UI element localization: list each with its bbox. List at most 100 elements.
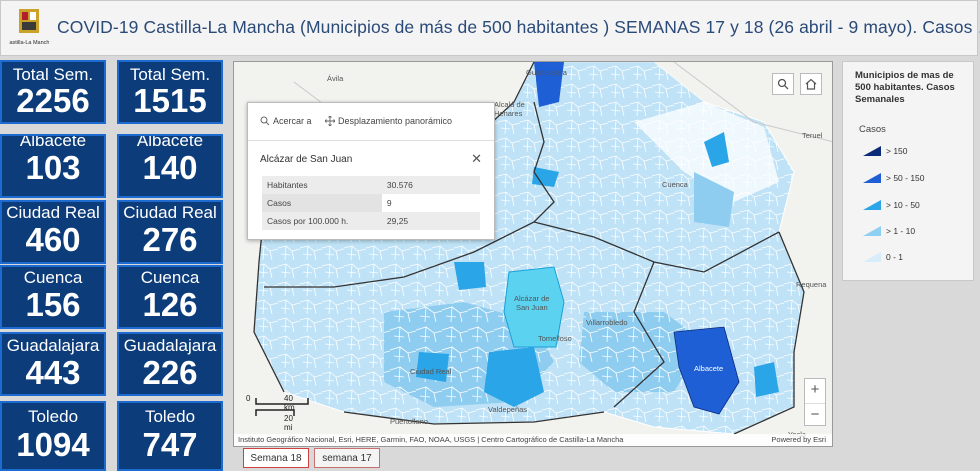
legend-item-label: > 1 - 10 bbox=[886, 226, 916, 236]
card-label: Cuenca bbox=[140, 268, 200, 287]
card-label: Guadalajara bbox=[123, 336, 217, 355]
card-label: Cuenca bbox=[23, 268, 83, 287]
tab-semana-17[interactable]: semana 17 bbox=[314, 448, 380, 468]
zoom-to-action[interactable]: Acercar a bbox=[260, 116, 312, 126]
stat-card-albacete-17[interactable]: Albacete 140 bbox=[117, 134, 223, 198]
legend-item: > 1 - 10 bbox=[863, 226, 915, 236]
magnifier-icon bbox=[260, 116, 270, 126]
map-label-san-juan: San Juan bbox=[516, 303, 548, 312]
stat-card-albacete-18[interactable]: Albacete 103 bbox=[0, 134, 106, 198]
scale-zero: 0 bbox=[246, 394, 251, 403]
attr-key: Casos bbox=[262, 194, 382, 212]
card-value: 443 bbox=[25, 354, 81, 391]
legend-item: > 10 - 50 bbox=[863, 200, 920, 210]
card-label: Total Sem. bbox=[129, 65, 211, 84]
popup-attributes-table: Habitantes 30.576 Casos 9 Casos por 100.00… bbox=[262, 176, 480, 230]
card-value: 460 bbox=[25, 221, 81, 258]
stat-card-total-sem-17[interactable]: Total Sem. 1515 bbox=[117, 60, 223, 124]
card-value: 140 bbox=[142, 149, 198, 186]
card-label: Ciudad Real bbox=[123, 203, 217, 222]
stat-card-total-sem-18[interactable]: Total Sem. 2256 bbox=[0, 60, 106, 124]
legend-swatch bbox=[863, 200, 881, 210]
attr-value: 9 bbox=[386, 198, 392, 208]
card-label: Ciudad Real bbox=[6, 203, 100, 222]
map-label-alcazar: Alcázar de bbox=[514, 294, 550, 303]
zoom-control: + − bbox=[804, 378, 826, 426]
card-value: 1094 bbox=[16, 426, 90, 463]
header-bar: Castilla-La Mancha COVID-19 Castilla-La … bbox=[0, 0, 980, 56]
card-value: 156 bbox=[25, 286, 81, 323]
card-label: Toledo bbox=[27, 407, 79, 426]
legend-item: > 150 bbox=[863, 146, 908, 156]
card-label: Albacete bbox=[19, 134, 87, 150]
pan-icon bbox=[325, 116, 335, 126]
stat-card-toledo-17[interactable]: Toledo 747 bbox=[117, 401, 223, 471]
card-label: Albacete bbox=[136, 134, 204, 150]
map-search-button[interactable] bbox=[772, 73, 794, 95]
table-row: Habitantes 30.576 bbox=[262, 176, 480, 194]
map-home-button[interactable] bbox=[800, 73, 822, 95]
legend-item-label: 0 - 1 bbox=[886, 252, 904, 262]
legend-item-label: > 10 - 50 bbox=[886, 200, 920, 210]
card-value: 276 bbox=[142, 221, 198, 258]
map-canvas[interactable] bbox=[234, 62, 833, 447]
popup-title: Alcázar de San Juan bbox=[260, 154, 353, 165]
zoom-to-label: Acercar a bbox=[273, 116, 312, 126]
map-label-valdepenas: Valdepeñas bbox=[488, 405, 528, 414]
table-row: Casos por 100.000 h. 29,25 bbox=[262, 212, 480, 230]
map-label-villarrobledo: Villarrobledo bbox=[586, 318, 628, 327]
legend-item: 0 - 1 bbox=[863, 252, 903, 262]
tab-semana-18[interactable]: Semana 18 bbox=[243, 448, 309, 468]
feature-popup: Acercar a Desplazamiento panorámico Alcá… bbox=[247, 102, 495, 240]
card-value: 2256 bbox=[16, 82, 90, 119]
stat-card-guadalajara-17[interactable]: Guadalajara 226 bbox=[117, 332, 223, 396]
map-label-avila: Ávila bbox=[327, 74, 344, 83]
powered-by-esri[interactable]: Powered by Esri bbox=[771, 435, 826, 444]
stat-card-cuenca-17[interactable]: Cuenca 126 bbox=[117, 265, 223, 329]
stat-card-ciudad-real-17[interactable]: Ciudad Real 276 bbox=[117, 200, 223, 264]
map-label-puertollano: Puertollano bbox=[390, 417, 428, 426]
stat-card-ciudad-real-18[interactable]: Ciudad Real 460 bbox=[0, 200, 106, 264]
map-label-alcala: Alcalá de bbox=[494, 100, 525, 109]
map-label-guadalajara: Guadalajara bbox=[526, 68, 567, 77]
map-legend: Municipios de mas de 500 habitantes. Cas… bbox=[842, 61, 974, 281]
home-icon bbox=[805, 78, 817, 90]
scale-bar-graphic bbox=[255, 398, 309, 416]
card-value: 747 bbox=[142, 426, 198, 463]
page-title: COVID-19 Castilla-La Mancha (Municipios … bbox=[57, 17, 980, 37]
choropleth-map[interactable]: Ávila Guadalajara Alcalá de Henares Teru… bbox=[233, 61, 833, 447]
map-label-albacete: Albacete bbox=[694, 364, 724, 373]
zoom-in-button[interactable]: + bbox=[805, 379, 825, 404]
pan-label: Desplazamiento panorámico bbox=[338, 116, 453, 126]
legend-item-label: > 150 bbox=[886, 146, 908, 156]
legend-swatch bbox=[863, 146, 881, 156]
card-label: Guadalajara bbox=[6, 336, 100, 355]
attr-value: 30.576 bbox=[381, 176, 480, 194]
popup-divider bbox=[248, 140, 494, 141]
stat-card-guadalajara-18[interactable]: Guadalajara 443 bbox=[0, 332, 106, 396]
map-label-ciudad-real: Ciudad Real bbox=[410, 367, 452, 376]
pan-action[interactable]: Desplazamiento panorámico bbox=[325, 116, 452, 126]
zoom-out-button[interactable]: − bbox=[810, 406, 820, 423]
map-label-teruel: Teruel bbox=[802, 131, 823, 140]
legend-item-label: > 50 - 150 bbox=[886, 173, 925, 183]
card-label: Toledo bbox=[144, 407, 196, 426]
map-label-henares: Henares bbox=[494, 109, 523, 118]
search-icon bbox=[777, 78, 789, 90]
stat-card-cuenca-18[interactable]: Cuenca 156 bbox=[0, 265, 106, 329]
table-row: Casos 9 bbox=[262, 194, 480, 212]
scale-km: 40 km bbox=[284, 394, 295, 412]
stat-card-toledo-18[interactable]: Toledo 1094 bbox=[0, 401, 106, 471]
legend-item: > 50 - 150 bbox=[863, 173, 925, 183]
svg-text:Castilla-La Mancha: Castilla-La Mancha bbox=[9, 40, 49, 46]
close-icon[interactable]: ✕ bbox=[471, 151, 482, 166]
legend-swatch bbox=[863, 226, 881, 236]
card-value: 103 bbox=[25, 149, 81, 186]
map-attribution: Instituto Geográfico Nacional, Esri, HER… bbox=[234, 434, 832, 446]
attr-value: 29,25 bbox=[381, 212, 480, 230]
card-value: 1515 bbox=[133, 82, 207, 119]
map-label-requena: Requena bbox=[796, 280, 827, 289]
attr-key: Casos por 100.000 h. bbox=[262, 212, 382, 230]
scale-mi: 20 mi bbox=[284, 414, 293, 432]
card-value: 126 bbox=[142, 286, 198, 323]
